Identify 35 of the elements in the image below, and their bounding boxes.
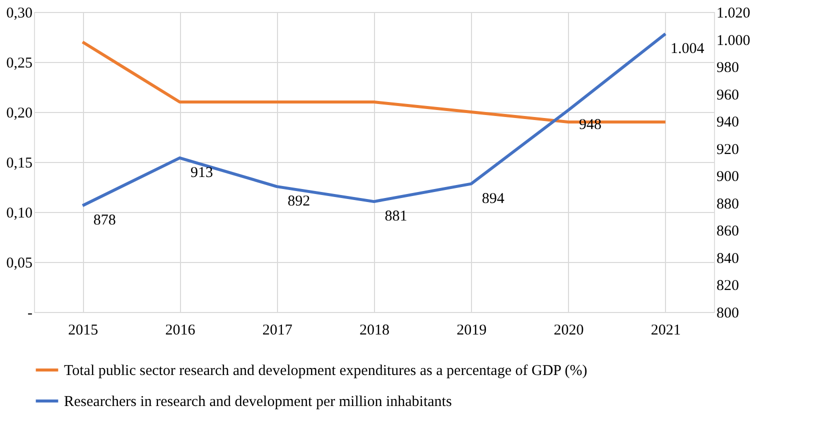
x-tick-label: 2018 bbox=[360, 322, 390, 338]
x-tick-label: 2015 bbox=[68, 322, 98, 338]
y-tick-label: 0,10 bbox=[6, 206, 32, 222]
data-label: 913 bbox=[190, 164, 213, 181]
x-tick-label: 2016 bbox=[165, 322, 196, 338]
y2-tick-label: 920 bbox=[716, 142, 739, 158]
x-tick-label: 2021 bbox=[650, 322, 681, 338]
line-series bbox=[81, 32, 667, 208]
x-tick-label: 2019 bbox=[456, 322, 487, 338]
y-tick-label: 0,20 bbox=[6, 106, 32, 122]
y-tick-label: 0,15 bbox=[6, 156, 32, 172]
x-tick-label: 2017 bbox=[262, 322, 293, 338]
y-tick-label: 0,25 bbox=[6, 56, 32, 72]
y-tick-label: - bbox=[28, 306, 32, 322]
y2-tick-label: 980 bbox=[716, 60, 739, 76]
y2-tick-label: 940 bbox=[716, 114, 739, 131]
y2-tick-label: 860 bbox=[716, 224, 739, 240]
data-label: 892 bbox=[288, 194, 310, 210]
y-tick-label: 0,05 bbox=[6, 256, 32, 272]
legend-label: Researchers in research and development per million inhabitants bbox=[64, 394, 452, 410]
y2-tick-label: 820 bbox=[716, 278, 739, 294]
data-label: 878 bbox=[93, 212, 116, 229]
data-label: 881 bbox=[384, 208, 408, 225]
y2-tick-label: 1.020 bbox=[716, 6, 750, 22]
y2-tick-label: 800 bbox=[716, 306, 739, 322]
y2-tick-label: 960 bbox=[716, 87, 739, 104]
y-tick-label: 0,30 bbox=[6, 6, 32, 22]
y2-tick-label: 880 bbox=[716, 196, 739, 212]
y2-tick-label: 840 bbox=[716, 250, 739, 267]
data-label: 1.004 bbox=[670, 40, 705, 57]
y2-tick-label: 1.000 bbox=[716, 32, 750, 49]
y2-tick-label: 900 bbox=[716, 169, 739, 186]
data-label: 894 bbox=[482, 190, 505, 207]
legend-label: Total public sector research and development expenditures as a percentage of GDP (%) bbox=[64, 363, 588, 379]
x-tick-label: 2020 bbox=[554, 322, 584, 338]
